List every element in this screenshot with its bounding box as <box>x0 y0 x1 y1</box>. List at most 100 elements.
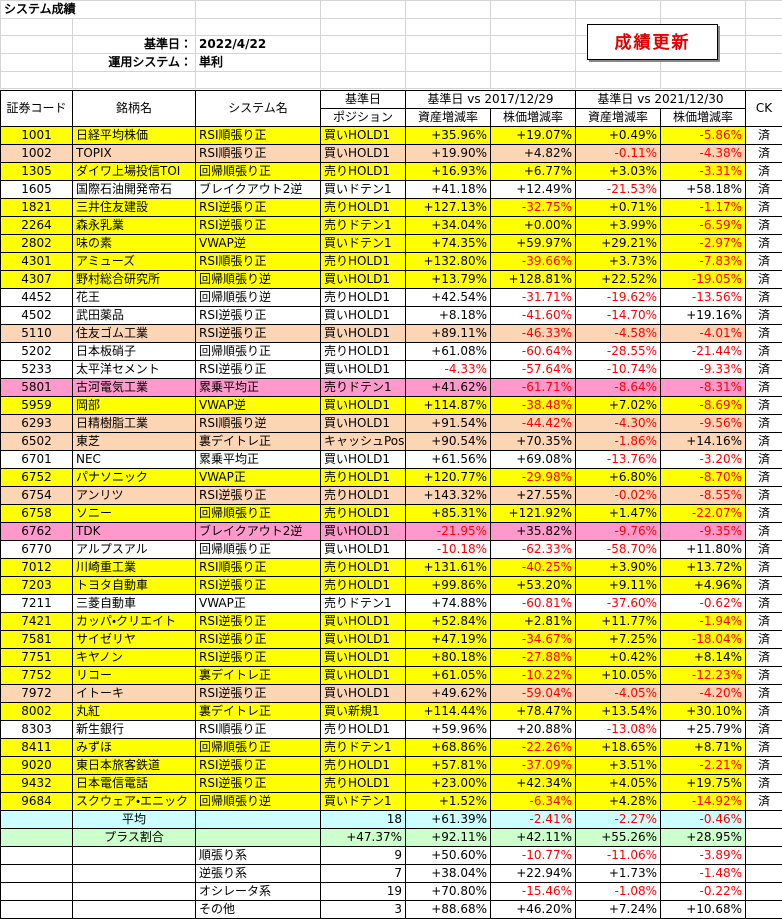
stock-row: 4452 花王 回帰順張り逆 売りHOLD1 +42.54% -31.71% -19.62%… <box>0 288 782 307</box>
position: 売りHOLD1 <box>320 504 406 523</box>
stock-row: 9432 日本電信電話 RSI逆張り正 売りHOLD1 +23.00% +42.34% +4… <box>0 774 782 793</box>
rate: +29.21% <box>575 234 661 253</box>
rate: +0.00% <box>490 216 576 235</box>
rate: -1.94% <box>660 612 746 631</box>
stock-row: 6701 NEC 累乗平均正 買いHOLD1 +61.56% +69.08% -13.76%… <box>0 450 782 469</box>
summary-rate: -15.46% <box>490 882 576 901</box>
rate: +19.07% <box>490 126 576 145</box>
column-header: 証券コード <box>0 90 73 127</box>
ck: 済 <box>745 540 782 559</box>
system: RSI順張り正 <box>195 126 321 145</box>
rate: +3.03% <box>575 162 661 181</box>
summary-count: +47.37% <box>320 828 406 847</box>
name: 古河電気工業 <box>72 378 196 397</box>
code: 5959 <box>0 396 73 415</box>
rate: +59.96% <box>405 720 491 739</box>
name: TDK <box>72 522 196 541</box>
code: 6293 <box>0 414 73 433</box>
rate: -4.38% <box>660 144 746 163</box>
rate: +0.71% <box>575 198 661 217</box>
ck: 済 <box>745 774 782 793</box>
code: 5110 <box>0 324 73 343</box>
rate: +78.47% <box>490 702 576 721</box>
system: RSI逆張り正 <box>195 630 321 649</box>
name: アルプスアル <box>72 540 196 559</box>
cell <box>72 882 196 901</box>
name: カッパ・クリエイト <box>72 612 196 631</box>
name: イトーキ <box>72 684 196 703</box>
rate: -0.02% <box>575 486 661 505</box>
name: 森永乳業 <box>72 216 196 235</box>
summary-row: 逆張り系 7 +38.04% +22.94% +1.73% -1.48% <box>0 864 782 883</box>
rate: -13.76% <box>575 450 661 469</box>
ck: 済 <box>745 738 782 757</box>
rate: -21.44% <box>660 342 746 361</box>
position: 売りHOLD1 <box>320 468 406 487</box>
system: 回帰順張り逆 <box>195 270 321 289</box>
name: リコー <box>72 666 196 685</box>
summary-rate: +70.80% <box>405 882 491 901</box>
rate: +1.47% <box>575 504 661 523</box>
rate: -4.33% <box>405 360 491 379</box>
ck: 済 <box>745 360 782 379</box>
position: 買いHOLD1 <box>320 630 406 649</box>
rate: +3.73% <box>575 252 661 271</box>
position: 買いドテン1 <box>320 180 406 199</box>
position: 売りドテン1 <box>320 738 406 757</box>
system: VWAP逆 <box>195 234 321 253</box>
position: 買いHOLD1 <box>320 612 406 631</box>
code: 1821 <box>0 198 73 217</box>
stock-row: 5233 太平洋セメント RSI逆張り正 買いHOLD1 -4.33% -57.64% -1… <box>0 360 782 379</box>
code: 6754 <box>0 486 73 505</box>
rate: +121.92% <box>490 504 576 523</box>
rate: -6.59% <box>660 216 746 235</box>
ck: 済 <box>745 720 782 739</box>
name: NEC <box>72 450 196 469</box>
rate: +53.20% <box>490 576 576 595</box>
rate: +13.79% <box>405 270 491 289</box>
rate: -4.01% <box>660 324 746 343</box>
column-header: 株価増減率 <box>490 108 576 127</box>
update-button[interactable]: 成績更新 <box>587 24 718 60</box>
system: RSI逆張り正 <box>195 648 321 667</box>
stock-row: 7012 川崎重工業 RSI順張り正 売りHOLD1 +131.61% -40.25% +3… <box>0 558 782 577</box>
rate: -4.05% <box>575 684 661 703</box>
summary-rate: -11.06% <box>575 846 661 865</box>
code: 1001 <box>0 126 73 145</box>
rate: -14.70% <box>575 306 661 325</box>
code: 4502 <box>0 306 73 325</box>
code: 4452 <box>0 288 73 307</box>
rate: +22.52% <box>575 270 661 289</box>
rate: +2.81% <box>490 612 576 631</box>
summary-rate: +88.68% <box>405 900 491 919</box>
code: 6762 <box>0 522 73 541</box>
stock-row: 6754 アンリツ RSI逆張り正 売りHOLD1 +143.32% +27.55% -0.… <box>0 486 782 505</box>
rate: +23.00% <box>405 774 491 793</box>
rate: +61.05% <box>405 666 491 685</box>
rate: -10.74% <box>575 360 661 379</box>
summary-rate: +1.73% <box>575 864 661 883</box>
rate: -0.62% <box>660 594 746 613</box>
stock-row: 7581 サイゼリヤ RSI逆張り正 買いHOLD1 +47.19% -34.67% +7.… <box>0 630 782 649</box>
summary-rate: -2.41% <box>490 810 576 829</box>
system: 裏デイトレ正 <box>195 432 321 451</box>
cell <box>745 846 782 865</box>
system: RSI逆張り正 <box>195 774 321 793</box>
rate: -9.56% <box>660 414 746 433</box>
rate: +8.71% <box>660 738 746 757</box>
rate: -21.53% <box>575 180 661 199</box>
name: 東日本旅客鉄道 <box>72 756 196 775</box>
name: 三菱自動車 <box>72 594 196 613</box>
rate: +0.42% <box>575 648 661 667</box>
name: 岡部 <box>72 396 196 415</box>
rate: +27.55% <box>490 486 576 505</box>
rate: -22.26% <box>490 738 576 757</box>
ck: 済 <box>745 648 782 667</box>
ck: 済 <box>745 126 782 145</box>
rate: +132.80% <box>405 252 491 271</box>
rate: +114.44% <box>405 702 491 721</box>
stock-row: 1001 日経平均株価 RSI順張り正 買いHOLD1 +35.96% +19.07% +0… <box>0 126 782 145</box>
rate: +18.65% <box>575 738 661 757</box>
summary-rate: +28.95% <box>660 828 746 847</box>
summary-label: その他 <box>195 900 321 919</box>
